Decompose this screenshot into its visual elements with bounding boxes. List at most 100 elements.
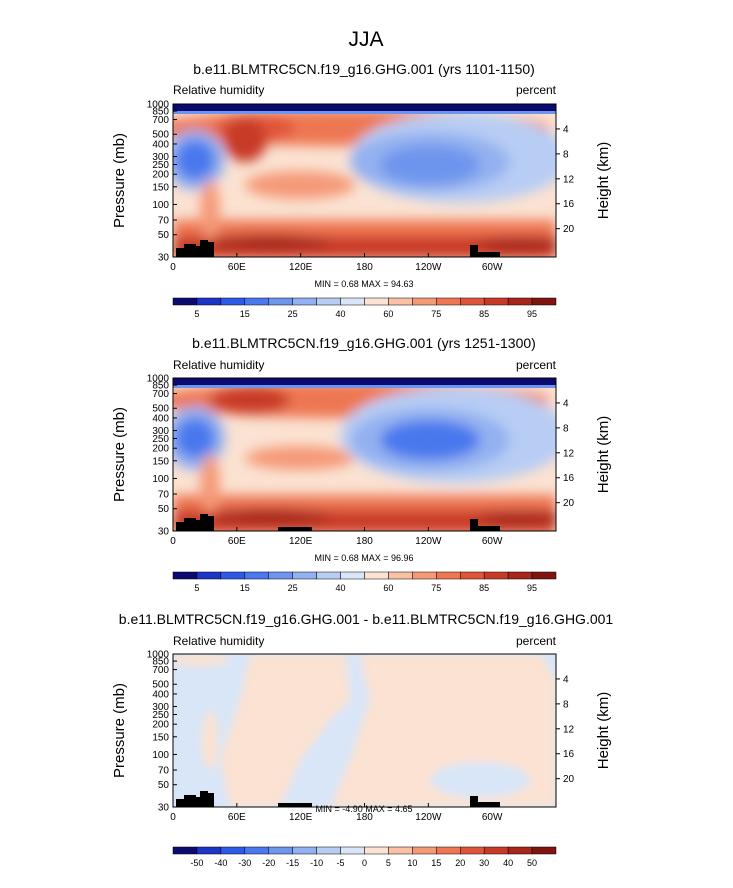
y2-axis-title: Height (km) (595, 416, 612, 494)
colorbar-label: 40 (503, 858, 513, 868)
colorbar-swatch (220, 297, 246, 306)
y-tick-label: 700 (152, 665, 169, 676)
y2-axis-title: Height (km) (595, 692, 612, 770)
colorbar-label: -15 (286, 858, 299, 868)
y-tick-label: 200 (152, 170, 169, 181)
colorbar-swatch (412, 846, 437, 855)
colorbar-swatch (483, 297, 509, 306)
panel-2: b.e11.BLMTRC5CN.f19_g16.GHG.001 (yrs 125… (111, 335, 612, 593)
colorbar-swatch (460, 846, 485, 855)
y-axis-title: Pressure (mb) (111, 133, 128, 228)
colorbar-label: 75 (431, 309, 441, 319)
colorbar-swatch (268, 297, 293, 306)
x-tick-label: 0 (170, 536, 176, 547)
x-tick-label: 120E (289, 812, 313, 823)
y-axis-title: Pressure (mb) (111, 407, 128, 502)
colorbar-label: 5 (386, 858, 391, 868)
y-tick-label: 100 (152, 200, 169, 211)
y2-tick-label: 12 (563, 448, 575, 459)
x-tick-label: 0 (170, 812, 176, 823)
y-tick-label: 200 (152, 720, 169, 731)
colorbar-swatch (483, 846, 509, 855)
y-tick-label: 850 (152, 657, 169, 668)
colorbar-swatch (436, 571, 461, 580)
colorbar-label: 5 (194, 309, 199, 319)
y-tick-label: 50 (158, 780, 170, 791)
colorbar-swatch (412, 571, 437, 580)
panel-3-field (173, 654, 556, 807)
y-tick-label: 30 (158, 253, 170, 264)
colorbar-swatch (364, 297, 389, 306)
colorbar-swatch (388, 297, 413, 306)
y2-tick-label: 16 (563, 473, 575, 484)
x-tick-label: 60W (482, 812, 503, 823)
y-tick-label: 150 (152, 732, 169, 743)
figure-title: JJA (348, 28, 383, 51)
y-tick-label: 70 (158, 766, 170, 777)
colorbar-swatch (292, 846, 317, 855)
y-tick-label: 50 (158, 230, 170, 241)
x-tick-label: 180 (356, 536, 373, 547)
y-tick-label: 150 (152, 456, 169, 467)
panel-2-left-label: Relative humidity (173, 358, 264, 372)
colorbar-swatch (483, 571, 509, 580)
x-tick-label: 120W (415, 536, 442, 547)
colorbar-label: 5 (194, 583, 199, 593)
colorbar-swatch (316, 297, 341, 306)
y2-tick-label: 4 (563, 398, 569, 409)
colorbar-swatch (316, 846, 341, 855)
colorbar-label: 0 (362, 858, 367, 868)
colorbar-swatch (340, 846, 365, 855)
y-tick-label: 700 (152, 115, 169, 126)
y-tick-label: 200 (152, 444, 169, 455)
x-tick-label: 120E (289, 536, 313, 547)
panel-3: b.e11.BLMTRC5CN.f19_g16.GHG.001 - b.e11.… (111, 611, 613, 868)
y-tick-label: 1000 (147, 374, 170, 385)
x-tick-label: 60E (228, 536, 246, 547)
y-tick-label: 700 (152, 389, 169, 400)
colorbar-label: -10 (310, 858, 323, 868)
colorbar-label: 15 (431, 858, 441, 868)
x-tick-label: 180 (356, 262, 373, 273)
y-tick-label: 500 (152, 680, 169, 691)
y2-tick-label: 16 (563, 749, 575, 760)
y-tick-label: 1000 (147, 100, 170, 111)
x-tick-label: 60W (482, 536, 503, 547)
y-tick-label: 500 (152, 404, 169, 415)
y-tick-label: 400 (152, 413, 169, 424)
colorbar-label: 15 (240, 309, 250, 319)
y-tick-label: 400 (152, 689, 169, 700)
colorbar-label: 95 (527, 583, 537, 593)
panel-3-stats: MIN = -4.90 MAX = 4.65 (315, 804, 412, 814)
panel-2-field (173, 378, 556, 531)
y-tick-label: 30 (158, 803, 170, 814)
panel-1: b.e11.BLMTRC5CN.f19_g16.GHG.001 (yrs 110… (111, 61, 612, 319)
colorbar-label: -40 (214, 858, 227, 868)
colorbar-label: 60 (383, 583, 393, 593)
colorbar-label: 25 (288, 309, 298, 319)
panel-3-colorbar: -50 -40 -30 -20 -15 -10 -5 0 5 10 15 20 30 40 50 (172, 846, 557, 868)
y2-tick-label: 20 (563, 224, 575, 235)
y-tick-label: 150 (152, 182, 169, 193)
x-tick-label: 60E (228, 812, 246, 823)
panel-2-right-label: percent (516, 358, 557, 372)
colorbar-swatch (507, 571, 533, 580)
x-tick-label: 120W (415, 262, 442, 273)
colorbar-swatch (172, 846, 198, 855)
colorbar-label: 40 (336, 583, 346, 593)
colorbar-label: 95 (527, 309, 537, 319)
panel-1-stats: MIN = 0.68 MAX = 94.63 (314, 279, 413, 289)
colorbar-swatch (220, 846, 246, 855)
panel-1-right-label: percent (516, 83, 557, 97)
colorbar-swatch (244, 571, 269, 580)
colorbar-label: 85 (479, 583, 489, 593)
y2-tick-label: 8 (563, 423, 569, 434)
y2-tick-label: 12 (563, 174, 575, 185)
colorbar-swatch (460, 571, 485, 580)
colorbar-label: 15 (240, 583, 250, 593)
colorbar-swatch (340, 297, 365, 306)
x-tick-label: 60W (482, 262, 503, 273)
colorbar-swatch (244, 297, 269, 306)
colorbar-swatch (460, 297, 485, 306)
